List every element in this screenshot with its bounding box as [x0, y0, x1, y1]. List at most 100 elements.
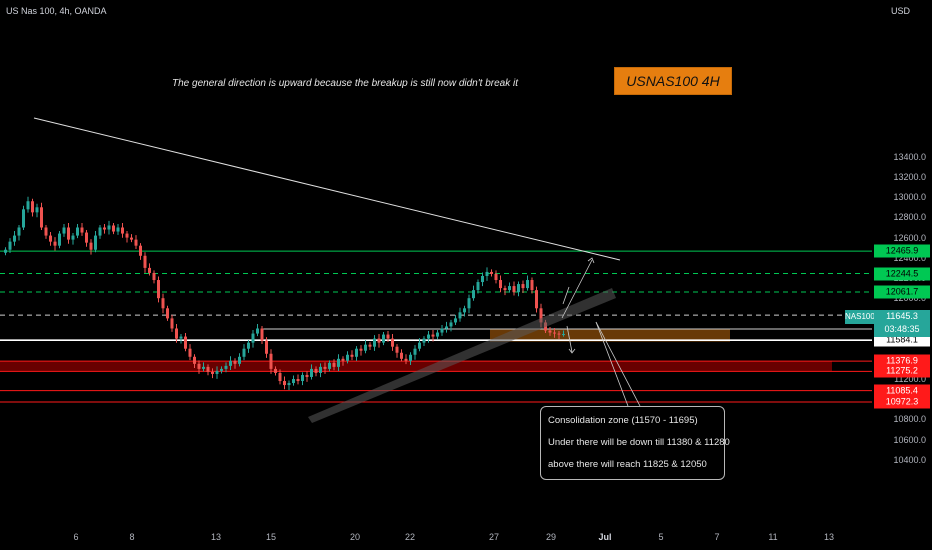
- candle-body: [269, 353, 273, 369]
- candle-body: [80, 227, 84, 233]
- candle-body: [67, 227, 70, 240]
- candle-body: [526, 280, 529, 289]
- candle-body: [193, 356, 196, 364]
- price-level-label: 12465.9: [874, 244, 930, 258]
- x-tick: 5: [658, 532, 664, 542]
- candle-body: [283, 381, 286, 386]
- candle-body: [265, 340, 268, 354]
- currency-label: USD: [890, 6, 910, 16]
- candle-body: [490, 271, 493, 274]
- candle-body: [260, 328, 264, 341]
- x-tick: 27: [488, 532, 500, 542]
- candle-body: [292, 379, 295, 384]
- candle-body: [35, 207, 39, 213]
- candle-body: [557, 333, 561, 335]
- candle-body: [278, 372, 282, 382]
- y-tick: 13000.0: [893, 192, 926, 203]
- candle-body: [485, 271, 489, 276]
- candle-body: [26, 201, 30, 210]
- candle-body: [449, 322, 453, 327]
- candle-body: [31, 201, 34, 213]
- candle-body: [94, 235, 97, 250]
- current-price-label: 11645.3 03:48:35: [874, 310, 930, 337]
- candle-body: [409, 354, 412, 361]
- candle-body: [134, 239, 138, 246]
- candle-body: [499, 280, 502, 289]
- consolidation-callout: Consolidation zone (11570 - 11695) Under…: [540, 406, 730, 480]
- candle-body: [112, 225, 115, 232]
- horizontal-levels: [0, 250, 872, 403]
- candle-body: [197, 363, 201, 369]
- x-tick: Jul: [598, 532, 612, 542]
- candle-body: [440, 328, 444, 333]
- y-tick: 12800.0: [893, 212, 926, 223]
- x-tick: 13: [823, 532, 835, 542]
- candle-body: [530, 280, 534, 291]
- bar-countdown: 03:48:35: [884, 324, 920, 334]
- price-level-label: 11085.4: [874, 384, 930, 398]
- candle-body: [350, 354, 354, 357]
- candle-body: [143, 255, 147, 268]
- candle-body: [404, 358, 408, 361]
- candle-body: [332, 362, 336, 367]
- candle-body: [481, 275, 484, 283]
- candle-body: [436, 332, 439, 337]
- callout-connector: [595, 321, 641, 407]
- candle-body: [337, 358, 340, 367]
- candle-body: [206, 366, 210, 372]
- candle-body: [49, 235, 52, 242]
- candle-body: [184, 336, 187, 349]
- price-level-label: 11275.2: [874, 364, 930, 378]
- candle-body: [427, 334, 430, 339]
- symbol-title[interactable]: US Nas 100, 4h, OANDA: [6, 6, 107, 16]
- candle-body: [211, 371, 214, 374]
- x-tick: 22: [404, 532, 416, 542]
- x-tick: 7: [714, 532, 720, 542]
- candle-body: [238, 356, 241, 364]
- callout-line-1: Consolidation zone (11570 - 11695): [548, 415, 698, 426]
- candle-body: [274, 368, 277, 373]
- candle-body: [157, 280, 160, 299]
- candle-body: [359, 348, 363, 351]
- candle-body: [548, 330, 552, 333]
- candle-body: [130, 237, 133, 240]
- ascending-channel: [308, 288, 616, 423]
- y-tick: 10600.0: [893, 434, 926, 445]
- candle-body: [413, 348, 417, 355]
- candlestick-series: [4, 196, 565, 391]
- candle-body: [535, 290, 538, 309]
- candle-body: [85, 232, 88, 243]
- y-tick: 11200.0: [894, 374, 926, 384]
- candle-body: [98, 227, 102, 236]
- candle-body: [368, 344, 372, 347]
- candle-body: [355, 348, 358, 357]
- candle-body: [341, 358, 345, 361]
- candle-body: [364, 344, 367, 351]
- up-arrow-short: [562, 286, 570, 305]
- candle-body: [287, 383, 291, 386]
- candle-body: [161, 298, 165, 309]
- candle-body: [400, 352, 403, 359]
- down-arrow-head: [568, 348, 576, 354]
- candle-body: [296, 379, 300, 382]
- candle-body: [418, 342, 421, 349]
- candle-body: [377, 338, 381, 343]
- candle-body: [40, 207, 43, 228]
- candle-body: [121, 227, 124, 234]
- candle-body: [391, 338, 394, 347]
- candle-body: [17, 227, 21, 236]
- x-tick: 13: [210, 532, 222, 542]
- candle-body: [310, 368, 313, 377]
- candle-body: [152, 272, 156, 281]
- candle-body: [494, 273, 498, 281]
- candle-body: [319, 366, 322, 373]
- candle-body: [103, 227, 106, 230]
- y-tick: 12400.0: [893, 252, 926, 263]
- candle-body: [220, 368, 223, 371]
- candle-body: [553, 332, 556, 334]
- candle-body: [467, 298, 471, 309]
- callout-line-3: above there will reach 11825 & 12050: [548, 459, 707, 470]
- down-arrow: [566, 325, 573, 353]
- candle-body: [386, 334, 390, 339]
